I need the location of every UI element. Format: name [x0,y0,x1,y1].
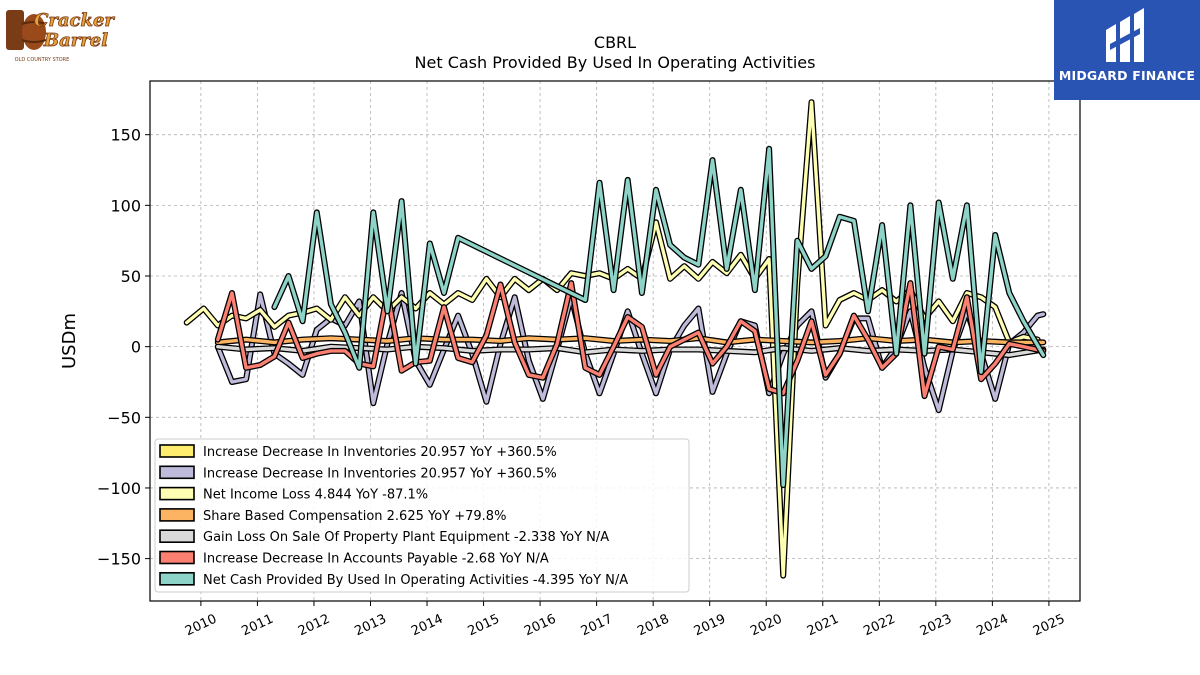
legend: Increase Decrease In Inventories 20.957 … [154,438,690,593]
x-tick-label: 2014 [409,612,445,640]
legend-label: Increase Decrease In Inventories 20.957 … [203,445,557,460]
series-6-line [272,147,1046,487]
legend-swatch [159,486,195,501]
x-tick-label: 2018 [635,612,671,640]
y-axis-label: USDm [59,313,80,369]
legend-swatch [159,444,195,458]
chair-icon [6,10,24,50]
legend-swatch [159,508,195,522]
y-tick-label: −100 [97,479,141,498]
legend-swatch [159,550,195,565]
legend-label: Increase Decrease In Accounts Payable -2… [203,552,549,567]
y-tick-label: 150 [110,126,141,145]
x-axis: 2010 2011 2012 2013 2014 2015 2016 2017 2018 2019… [183,601,1067,639]
x-tick-label: 2015 [466,612,502,640]
x-tick-label: 2025 [1031,612,1067,640]
x-tick-label: 2023 [918,612,954,640]
chart-subtitle: Net Cash Provided By Used In Operating A… [415,53,816,72]
chart-title: CBRL [594,33,636,52]
x-tick-label: 2016 [522,612,558,640]
x-tick-label: 2022 [861,612,897,640]
series-4-line [216,345,1046,357]
x-tick-label: 2017 [579,612,615,640]
legend-label: Increase Decrease In Inventories 20.957 … [203,466,557,481]
legend-label: Net Income Loss 4.844 YoY -87.1% [203,488,428,503]
legend-swatch [159,529,195,544]
midgard-brand-text: MIDGARD FINANCE [1058,68,1196,83]
y-tick-label: 0 [131,338,141,357]
y-tick-label: −150 [97,550,141,569]
x-tick-label: 2021 [805,612,841,640]
legend-label: Gain Loss On Sale Of Property Plant Equi… [203,530,609,545]
logo-word-2: Barrel [43,30,108,51]
logo-tagline: OLD COUNTRY STORE [15,57,70,63]
y-tick-label: 50 [121,267,141,286]
plot-frame [149,80,1081,602]
logo-word-1: Cracker [34,10,115,31]
cracker-barrel-logo: Cracker Barrel OLD COUNTRY STORE [4,4,116,64]
y-axis: 150 100 50 0 −50 −100 −150 [97,126,150,569]
legend-label: Share Based Compensation 2.625 YoY +79.8… [203,509,506,524]
legend-swatch [159,465,195,480]
x-tick-label: 2011 [239,612,275,640]
x-tick-label: 2010 [183,612,219,640]
y-tick-label: 100 [110,196,141,215]
legend-box [154,438,690,593]
y-tick-label: −50 [107,408,141,427]
cracker-barrel-logo-graphic: Cracker Barrel OLD COUNTRY STORE [6,10,116,63]
x-tick-label: 2019 [692,612,728,640]
x-tick-label: 2020 [748,612,784,640]
series-layer [183,99,1047,579]
x-tick-label: 2024 [974,612,1010,640]
x-tick-label: 2012 [296,612,332,640]
legend-swatch [159,571,195,586]
legend-label: Net Cash Provided By Used In Operating A… [203,573,628,588]
x-tick-label: 2013 [353,612,389,640]
midgard-mark-icon [1106,8,1144,62]
midgard-finance-logo: MIDGARD FINANCE [1054,0,1200,100]
